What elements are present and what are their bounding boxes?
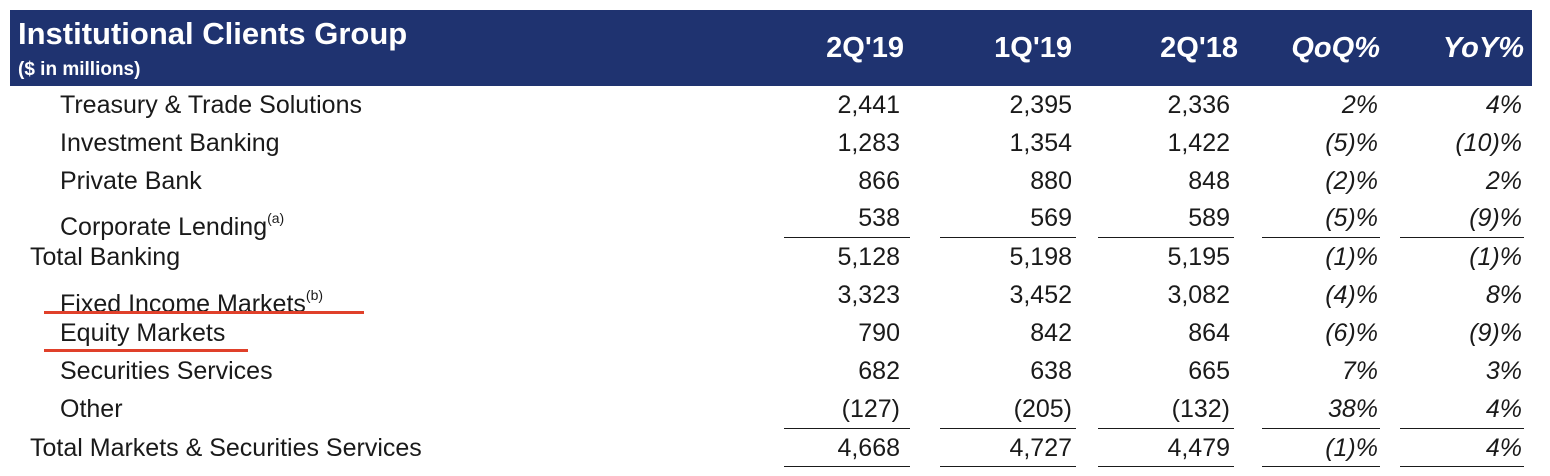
cell-2q19: 4,668	[837, 434, 900, 462]
table-row: Securities Services 682 638 665 7% 3%	[0, 352, 1550, 390]
cell-2q19: (127)	[841, 395, 900, 423]
cell-2q18: (132)	[1171, 395, 1230, 423]
subtotal-rule	[784, 428, 910, 429]
subtotal-rule	[1400, 237, 1524, 238]
subtotal-rule	[784, 237, 910, 238]
cell-yoy: (10)%	[1455, 129, 1522, 157]
cell-yoy: 2%	[1485, 167, 1522, 195]
subtotal-rule	[1400, 428, 1524, 429]
cell-1q19: 3,452	[1009, 281, 1072, 309]
cell-2q18: 4,479	[1167, 434, 1230, 462]
row-label: Total Markets & Securities Services	[30, 434, 422, 462]
cell-qoq: 38%	[1327, 395, 1378, 423]
cell-2q18: 665	[1188, 357, 1230, 385]
table-row: Fixed Income Markets(b) 3,323 3,452 3,08…	[0, 276, 1550, 318]
cell-qoq: (4)%	[1325, 281, 1378, 309]
row-label: Corporate Lending(a)	[60, 210, 285, 241]
subtotal-rule	[1262, 428, 1380, 429]
table-subtitle: ($ in millions)	[18, 59, 141, 80]
cell-qoq: (5)%	[1325, 129, 1378, 157]
row-label: Other	[60, 395, 123, 423]
table-header: Institutional Clients Group ($ in millio…	[10, 10, 1532, 86]
cell-1q19: 638	[1030, 357, 1072, 385]
table-row: Treasury & Trade Solutions 2,441 2,395 2…	[0, 86, 1550, 124]
cell-1q19: 4,727	[1009, 434, 1072, 462]
cell-yoy: 3%	[1485, 357, 1522, 385]
table-row: Total Markets & Securities Services 4,66…	[0, 429, 1550, 467]
cell-yoy: 4%	[1485, 91, 1522, 119]
total-rule	[784, 466, 910, 467]
subtotal-rule	[1098, 237, 1234, 238]
cell-2q19: 3,323	[837, 281, 900, 309]
cell-1q19: 880	[1030, 167, 1072, 195]
cell-qoq: (6)%	[1325, 319, 1378, 347]
cell-2q18: 864	[1188, 319, 1230, 347]
cell-yoy: 8%	[1485, 281, 1522, 309]
cell-2q18: 2,336	[1167, 91, 1230, 119]
footnote-marker: (a)	[267, 210, 285, 226]
cell-2q18: 848	[1188, 167, 1230, 195]
row-label: Securities Services	[60, 357, 273, 385]
row-label: Equity Markets	[60, 319, 226, 347]
cell-2q19: 2,441	[837, 91, 900, 119]
cell-2q18: 3,082	[1167, 281, 1230, 309]
column-header-yoy: YoY%	[1442, 32, 1524, 64]
cell-qoq: 7%	[1341, 357, 1378, 385]
cell-yoy: (9)%	[1469, 204, 1522, 232]
cell-2q19: 682	[858, 357, 900, 385]
cell-yoy: 4%	[1485, 395, 1522, 423]
subtotal-rule	[940, 237, 1076, 238]
row-label: Investment Banking	[60, 129, 280, 157]
cell-qoq: (5)%	[1325, 204, 1378, 232]
cell-qoq: (1)%	[1325, 434, 1378, 462]
cell-2q19: 866	[858, 167, 900, 195]
table-row: Investment Banking 1,283 1,354 1,422 (5)…	[0, 124, 1550, 162]
subtotal-rule	[940, 428, 1076, 429]
row-label: Treasury & Trade Solutions	[60, 91, 362, 119]
cell-1q19: 5,198	[1009, 243, 1072, 271]
cell-2q19: 1,283	[837, 129, 900, 157]
total-rule	[1400, 466, 1524, 467]
total-rule	[940, 466, 1076, 467]
cell-yoy: (1)%	[1469, 243, 1522, 271]
subtotal-rule	[1098, 428, 1234, 429]
total-rule	[1098, 466, 1234, 467]
cell-2q18: 5,195	[1167, 243, 1230, 271]
row-label: Total Banking	[30, 243, 181, 271]
cell-qoq: (2)%	[1325, 167, 1378, 195]
table-row: Corporate Lending(a) 538 569 589 (5)% (9…	[0, 199, 1550, 241]
row-label: Private Bank	[60, 167, 202, 195]
table-row: Equity Markets 790 842 864 (6)% (9)%	[0, 314, 1550, 352]
column-header-1q19: 1Q'19	[994, 32, 1072, 64]
cell-1q19: 842	[1030, 319, 1072, 347]
subtotal-rule	[1262, 237, 1380, 238]
column-header-2q19: 2Q'19	[826, 32, 904, 64]
highlight-underline	[44, 311, 364, 314]
cell-1q19: 2,395	[1009, 91, 1072, 119]
cell-qoq: (1)%	[1325, 243, 1378, 271]
highlight-underline	[44, 349, 248, 352]
cell-1q19: 569	[1030, 204, 1072, 232]
cell-2q19: 538	[858, 204, 900, 232]
cell-2q19: 5,128	[837, 243, 900, 271]
footnote-marker: (b)	[305, 287, 324, 303]
cell-yoy: 4%	[1485, 434, 1522, 462]
total-rule	[1262, 466, 1380, 467]
cell-2q18: 589	[1188, 204, 1230, 232]
cell-2q18: 1,422	[1167, 129, 1230, 157]
table-row: Private Bank 866 880 848 (2)% 2%	[0, 162, 1550, 200]
cell-1q19: (205)	[1013, 395, 1072, 423]
cell-yoy: (9)%	[1469, 319, 1522, 347]
column-header-2q18: 2Q'18	[1160, 32, 1238, 64]
cell-2q19: 790	[858, 319, 900, 347]
column-header-qoq: QoQ%	[1291, 32, 1380, 64]
cell-1q19: 1,354	[1009, 129, 1072, 157]
cell-qoq: 2%	[1341, 91, 1378, 119]
table-row: Total Banking 5,128 5,198 5,195 (1)% (1)…	[0, 238, 1550, 276]
table-row: Other (127) (205) (132) 38% 4%	[0, 390, 1550, 428]
table-title: Institutional Clients Group	[18, 16, 408, 51]
